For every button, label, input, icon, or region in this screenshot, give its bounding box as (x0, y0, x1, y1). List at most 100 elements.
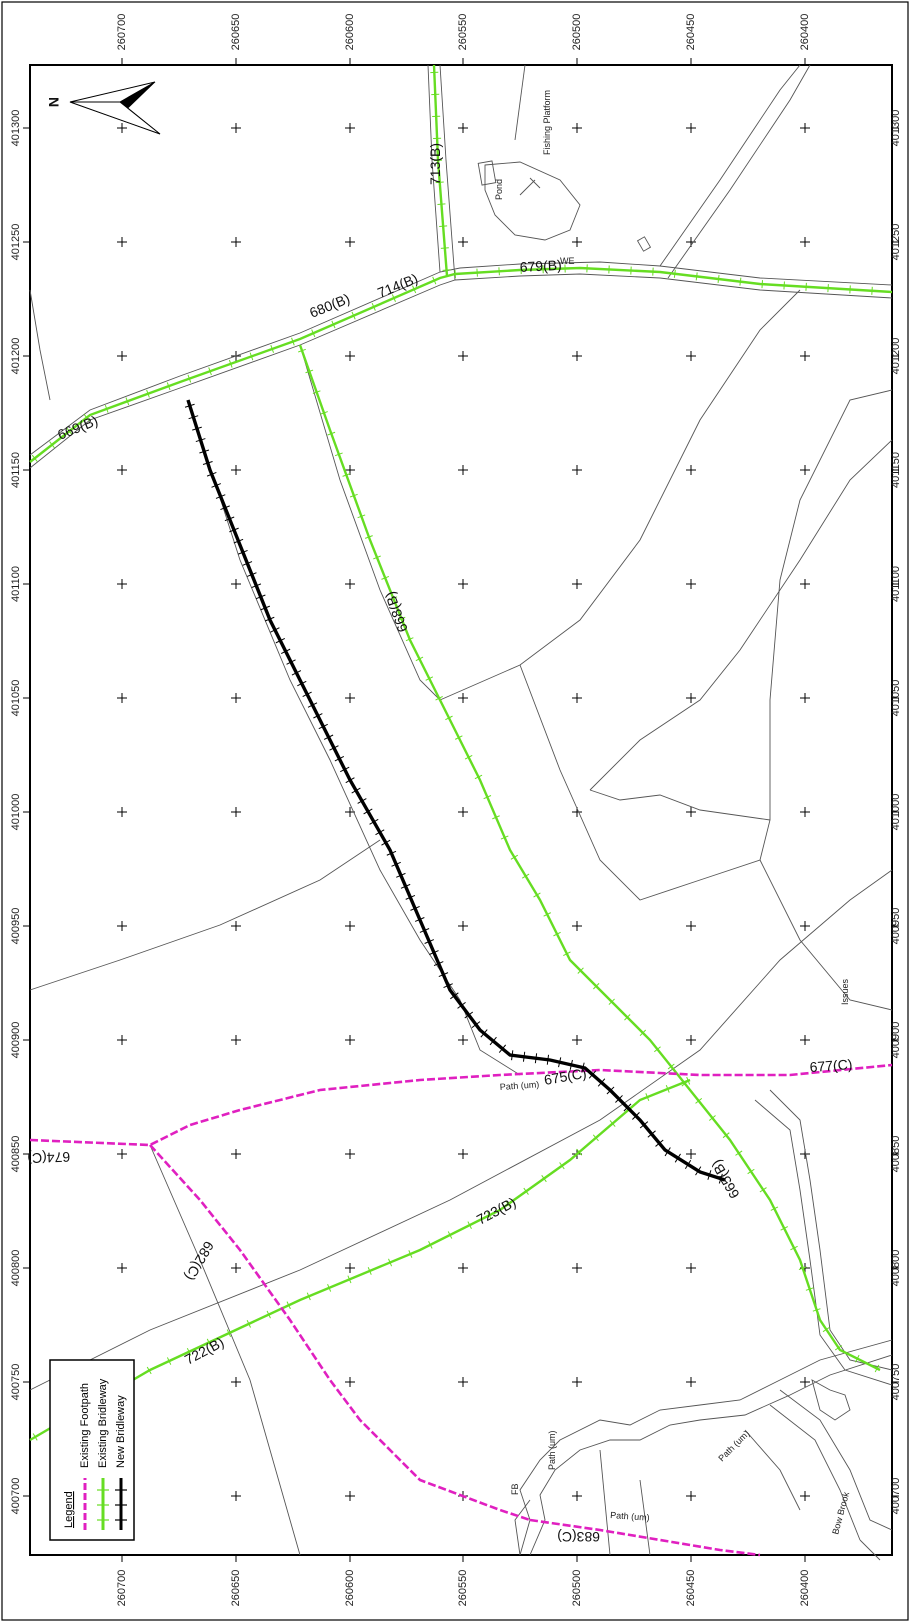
path-tick (195, 438, 206, 443)
path-tick (307, 702, 318, 708)
axis-left: 401300 401250 401200 401150 401100 401050 4010… (10, 110, 30, 1514)
path-tick (405, 894, 416, 900)
axis-left-tick-label: 400950 (10, 908, 22, 945)
axis-bottom-tick-label: 260450 (685, 1570, 697, 1607)
path-tick (558, 1057, 562, 1068)
path-tick (349, 493, 358, 498)
path-tick (186, 1347, 192, 1356)
label-679: 679(B) (519, 257, 562, 275)
axis-top-tick-label: 260600 (344, 14, 356, 51)
path-tick (364, 535, 373, 539)
path-tick (639, 1121, 649, 1129)
axis-left-tick-label: 401250 (10, 224, 22, 261)
path-tick (286, 659, 296, 665)
path-tick (623, 1103, 632, 1112)
path-tick (592, 1134, 599, 1142)
path-tick (450, 992, 459, 1000)
path-tick (467, 1221, 472, 1229)
path-tick (533, 892, 541, 898)
path-tick (291, 670, 302, 676)
path-tick (492, 815, 500, 820)
path-tick (211, 483, 222, 488)
path-tick (681, 1080, 689, 1087)
path-tick (454, 735, 463, 740)
path-tick (674, 1153, 681, 1163)
path-tick (770, 1206, 779, 1211)
path-tick (684, 1159, 692, 1169)
path-tick (375, 829, 385, 836)
path-tick (414, 917, 425, 922)
path-tick (546, 1054, 550, 1065)
path-tick (313, 713, 323, 719)
path-tick (357, 798, 367, 804)
path-tick (389, 596, 398, 601)
path-tick (208, 367, 212, 376)
path-tick (166, 1357, 172, 1365)
path-tick (306, 1292, 311, 1301)
path-tick (500, 835, 509, 840)
path-tick (408, 1250, 413, 1258)
path-tick (665, 1085, 670, 1093)
label-674: 674(C) (27, 1149, 70, 1166)
axis-right: 4013004012504012004011504011004010504010… (890, 110, 902, 1515)
axis-bottom-tick-label: 260700 (116, 1570, 128, 1607)
path-tick (206, 471, 217, 477)
path-tick (104, 404, 109, 413)
axis-left-tick-label: 400900 (10, 1022, 22, 1059)
path-tick (242, 561, 253, 566)
path-tick (812, 1308, 821, 1312)
axis-top: 260700 260650 260600 260550 260500 260450 2604… (116, 14, 811, 65)
path-tick (166, 382, 171, 391)
path-tick (188, 415, 199, 420)
path-tick (569, 1059, 573, 1070)
path-tick (718, 1173, 723, 1184)
path-tick (320, 411, 328, 415)
path-tick (438, 972, 449, 978)
path-tick (412, 285, 417, 294)
path-tick (345, 777, 355, 784)
path-tick (381, 839, 391, 846)
path-tick (280, 648, 291, 655)
axis-top-tick-label: 260700 (116, 14, 128, 51)
path-tick (653, 1046, 661, 1053)
path-tick (357, 514, 366, 519)
path-tick (445, 715, 453, 721)
path-tick (419, 928, 430, 933)
path-tick (498, 1044, 507, 1053)
existing-footpath-lines (29, 1063, 893, 1557)
path-tick (410, 905, 420, 911)
path-tick (447, 1231, 453, 1239)
path-tick (609, 1120, 616, 1127)
path-tick (286, 1301, 291, 1310)
path-tick (576, 1148, 583, 1156)
legend-label-footpath: Existing Footpath (79, 1383, 91, 1468)
path-tick (32, 1433, 38, 1441)
path-tick (318, 723, 328, 730)
path-tick (251, 583, 262, 589)
axis-top-tick-label: 260550 (457, 14, 469, 51)
label-path-um-4: Path (um) (610, 1510, 650, 1523)
path-tick (523, 1187, 529, 1195)
path-tick (581, 1062, 585, 1073)
axis-left-tick-label: 401100 (10, 566, 22, 602)
path-tick (66, 427, 73, 435)
path-tick (541, 1175, 547, 1183)
path-tick (400, 883, 411, 889)
path-tick (386, 850, 397, 856)
path-tick (440, 247, 449, 249)
path-tick (270, 627, 280, 633)
legend-swatch-new-bridleway-ticks (115, 1489, 127, 1521)
path-tick (334, 756, 345, 762)
path-tick (480, 1029, 488, 1038)
path-tick (655, 1139, 664, 1147)
path-tick (215, 494, 226, 499)
path-tick (327, 1283, 332, 1292)
path-tick (521, 873, 530, 879)
path-tick (489, 1036, 497, 1046)
path-tick (439, 225, 448, 227)
path-tick (874, 1364, 880, 1373)
path-tick (425, 676, 434, 681)
path-tick (435, 181, 444, 184)
label-we: WE (560, 256, 575, 266)
path-tick (329, 745, 339, 751)
